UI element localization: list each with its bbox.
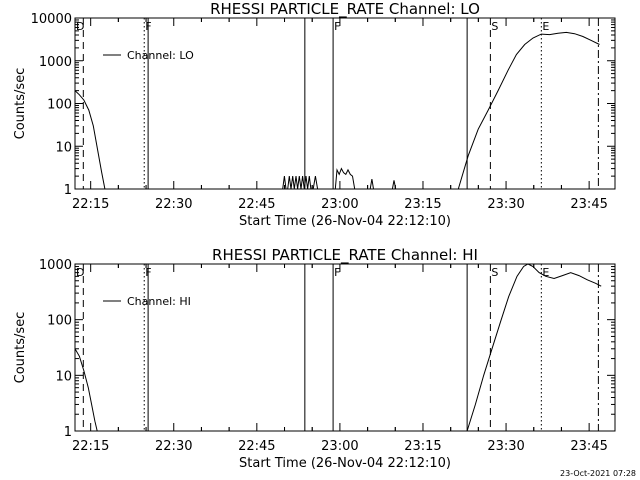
y-tick-label: 10 [55,369,72,384]
x-tick-label: 23:00 [321,439,358,454]
y-axis-label: Counts/sec [13,68,28,140]
x-tick-label: 22:30 [155,197,192,212]
marker-label: S [491,266,498,279]
timestamp-label: 23-Oct-2021 07:28 [560,469,636,478]
marker-label: F [334,20,340,33]
x-tick-label: 23:15 [404,197,441,212]
data-line [391,180,397,190]
x-tick-label: 22:15 [72,197,109,212]
x-tick-label: 23:45 [570,439,607,454]
data-line [369,179,374,190]
x-tick-label: 22:30 [155,439,192,454]
marker-label: E [542,266,549,279]
plot-frame [74,263,616,432]
x-axis-label: Start Time (26-Nov-04 22:12:10) [239,456,451,471]
y-tick-label: 1 [64,425,72,440]
y-tick-label: 1000 [39,55,72,70]
x-tick-label: 23:30 [487,439,524,454]
x-tick-label: 22:15 [72,439,109,454]
x-tick-label: 23:30 [487,197,524,212]
y-axis-label: Counts/sec [13,312,28,384]
y-tick-label: 100 [47,98,72,113]
x-tick-label: 22:45 [238,197,275,212]
plot-frame [74,17,616,190]
chart-title: RHESSI PARTICLE_RATE Channel: LO [210,0,480,19]
data-line [74,348,98,432]
data-line [334,167,356,190]
y-tick-label: 1 [64,183,72,198]
marker-label: F [334,266,340,279]
marker-label: S [491,20,498,33]
data-line [466,263,602,432]
legend-label: Channel: HI [127,295,191,308]
lo-channel-panel: RHESSI PARTICLE_RATE Channel: LO Start Ti… [13,0,616,229]
chart-title: RHESSI PARTICLE_RATE Channel: HI [212,246,478,265]
x-tick-label: 23:15 [404,439,441,454]
x-tick-label: 23:00 [321,197,358,212]
y-tick-label: 10000 [31,12,72,27]
marker-label: D [76,266,84,279]
x-tick-label: 22:45 [238,439,275,454]
data-line [282,176,287,190]
x-axis-label: Start Time (26-Nov-04 22:12:10) [239,214,451,229]
marker-label: D [76,20,84,33]
data-line [287,176,312,190]
y-tick-label: 10 [55,140,72,155]
legend-label: Channel: LO [127,49,194,62]
data-line [457,31,600,190]
y-tick-label: 100 [47,314,72,329]
data-line [74,90,106,190]
x-tick-label: 23:45 [570,197,607,212]
data-line [312,176,319,190]
hi-channel-panel: RHESSI PARTICLE_RATE Channel: HI Start Ti… [13,246,616,471]
marker-label: E [542,20,549,33]
y-tick-label: 1000 [39,258,72,273]
